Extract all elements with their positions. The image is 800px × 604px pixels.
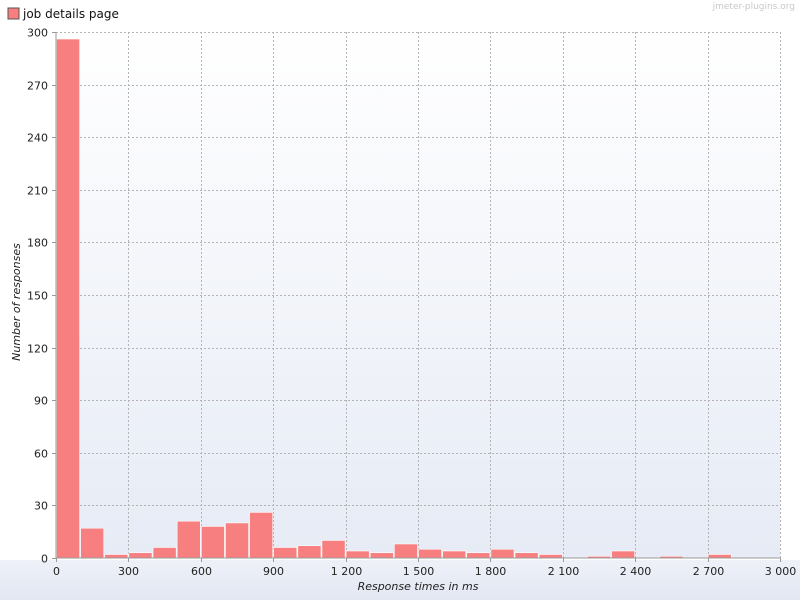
x-tick-label: 0 xyxy=(53,565,60,578)
legend-band xyxy=(0,0,800,30)
x-tick-label: 2 100 xyxy=(548,565,580,578)
y-tick-label: 240 xyxy=(27,132,48,145)
histogram-bar xyxy=(321,540,346,559)
histogram-bar xyxy=(297,545,322,559)
histogram-bar xyxy=(707,554,732,559)
y-tick-label: 270 xyxy=(27,80,48,93)
x-axis-label: Response times in ms xyxy=(358,580,479,593)
histogram-bar xyxy=(345,550,370,559)
histogram-bar xyxy=(369,552,394,559)
histogram-bar xyxy=(538,554,563,559)
histogram-bar xyxy=(80,527,105,559)
y-tick-label: 180 xyxy=(27,237,48,250)
x-tick-label: 300 xyxy=(118,565,139,578)
x-tick-label: 600 xyxy=(191,565,212,578)
watermark: jmeter-plugins.org xyxy=(712,2,795,12)
x-tick-label: 3 000 xyxy=(765,565,797,578)
histogram-bar xyxy=(514,552,539,559)
grid-lines xyxy=(56,32,781,558)
y-tick-label: 60 xyxy=(34,448,48,461)
legend: job details page xyxy=(7,7,119,21)
x-tick-label: 900 xyxy=(263,565,284,578)
histogram-bar xyxy=(466,552,491,559)
legend-swatch xyxy=(7,7,20,20)
histogram-bar xyxy=(56,38,80,559)
histogram-bar xyxy=(249,512,273,559)
y-tick-label: 300 xyxy=(27,27,48,40)
histogram-bar xyxy=(225,522,249,559)
histogram-bar xyxy=(394,543,418,559)
histogram-bar xyxy=(128,552,153,559)
histogram-bars xyxy=(56,38,732,559)
y-tick-label: 210 xyxy=(27,185,48,198)
y-tick-label: 150 xyxy=(27,290,48,303)
y-tick-label: 90 xyxy=(34,395,48,408)
histogram-bar xyxy=(611,550,635,559)
y-axis-label: Number of responses xyxy=(10,243,23,361)
x-tick-label: 2 700 xyxy=(693,565,725,578)
histogram-bar xyxy=(490,548,515,559)
y-axis-ticks: 0 30 60 90 120 150 180 210 240 270 300 xyxy=(27,27,56,566)
x-axis-ticks: 0 300 600 900 1 200 1 500 1 800 2 100 2 400 2 700… xyxy=(53,558,796,578)
legend-label: job details page xyxy=(22,7,119,21)
x-tick-label: 1 800 xyxy=(475,565,507,578)
histogram-bar xyxy=(176,520,201,559)
y-tick-label: 0 xyxy=(41,553,48,566)
histogram-bar xyxy=(418,548,442,559)
histogram-bar xyxy=(273,547,298,559)
x-tick-label: 2 400 xyxy=(620,565,652,578)
histogram-bar xyxy=(104,554,129,559)
bottom-band xyxy=(0,560,800,600)
x-tick-label: 1 500 xyxy=(403,565,435,578)
histogram-bar xyxy=(201,526,225,559)
histogram-bar xyxy=(442,550,467,559)
histogram-bar xyxy=(152,547,177,559)
y-tick-label: 30 xyxy=(34,500,48,513)
x-tick-label: 1 200 xyxy=(331,565,363,578)
y-tick-label: 120 xyxy=(27,343,48,356)
